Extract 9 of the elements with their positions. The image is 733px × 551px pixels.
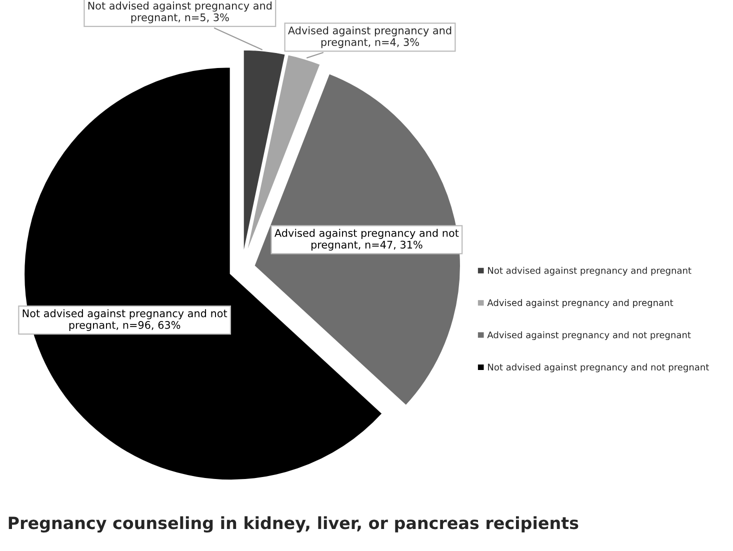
legend-label: Not advised against pregnancy and not pregnant xyxy=(488,364,709,372)
legend-label: Advised against pregnancy and not pregnant xyxy=(487,331,691,340)
data-label: Not advised against pregnancy and pregnant, n=5, 3% xyxy=(88,2,272,24)
data-label: Not advised against pregnancy and not pregnant, n=96, 63% xyxy=(22,309,228,331)
data-label: Advised against pregnancy and pregnant, n=4, 3% xyxy=(288,26,452,48)
data-label: Advised against pregnancy and not pregnant, n=47, 31% xyxy=(274,228,459,251)
legend-label: Advised against pregnancy and pregnant xyxy=(487,299,674,308)
legend-label: Not advised against pregnancy and pregnant xyxy=(488,266,692,276)
text: Pregnancy counseling in kidney, liver, or pancreas recipients xyxy=(8,516,578,533)
